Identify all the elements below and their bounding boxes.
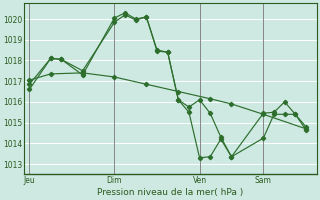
X-axis label: Pression niveau de la mer( hPa ): Pression niveau de la mer( hPa ) (97, 188, 244, 197)
